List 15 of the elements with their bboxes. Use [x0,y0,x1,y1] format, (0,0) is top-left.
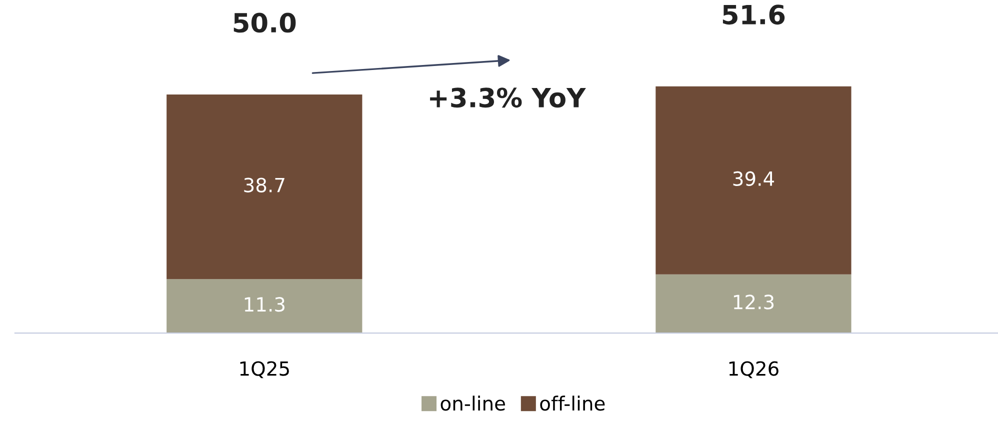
total-label: 50.0 [234,12,296,33]
bar [656,274,852,334]
bar [166,94,362,280]
data-label: 12.3 [734,294,774,310]
data-label: 11.3 [244,297,284,312]
total-label: 51.6 [722,4,785,25]
legend-label: off-line [540,396,605,411]
bar [656,86,852,274]
data-label: 38.7 [244,178,284,192]
x-tick-label: 1Q26 [729,361,778,378]
data-label: 39.4 [733,171,774,186]
legend-label: on-line [440,396,506,411]
x-tick-label: 1Q25 [240,361,289,378]
bar [166,279,362,334]
annotation: +3.3% YoY [430,88,586,108]
